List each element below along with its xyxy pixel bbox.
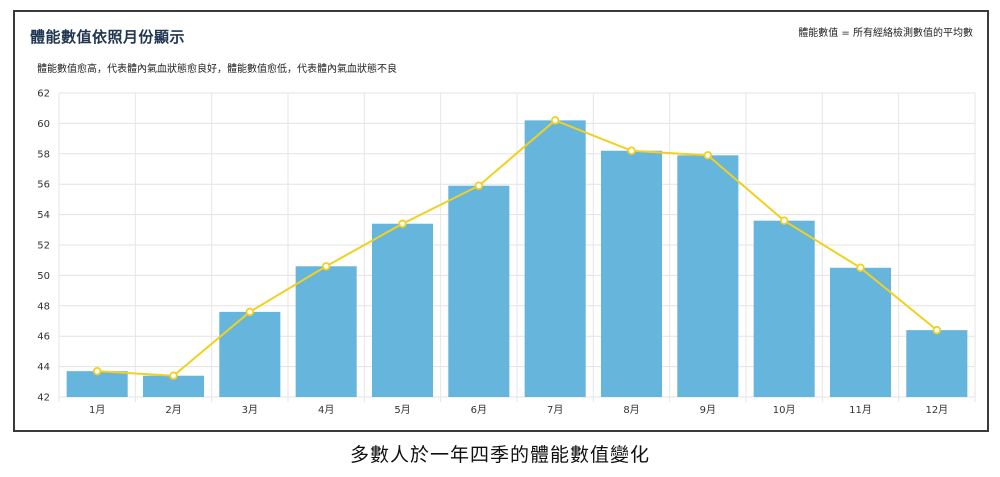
series-line	[97, 119, 938, 377]
line-point	[932, 325, 942, 335]
bar	[829, 267, 892, 397]
bar	[219, 311, 281, 397]
y-axis: 42 44 46 48 50 52 54 56 58 60 62	[37, 89, 50, 404]
bar	[295, 266, 357, 397]
x-tick-label: 4月	[318, 404, 334, 416]
x-tick-label: 2月	[165, 404, 181, 416]
y-tick-label: 60	[37, 119, 50, 130]
line-point	[703, 151, 713, 160]
x-tick-label: 8月	[623, 404, 639, 416]
line-point	[92, 366, 102, 376]
line-point	[398, 219, 407, 228]
line-series	[92, 116, 942, 380]
chart-title: 體能數值依照月份顯示	[30, 28, 186, 46]
x-tick-label: 12月	[925, 404, 948, 416]
y-tick-label: 58	[37, 149, 50, 160]
bar	[753, 220, 815, 397]
figure-caption: 多數人於一年四季的體能數值變化	[349, 444, 650, 466]
x-axis: 1月 2月 3月 4月 5月 6月 7月 8月 9月 10月 11月 12月	[89, 404, 948, 416]
bars	[66, 120, 968, 398]
y-tick-label: 52	[37, 241, 50, 252]
x-tick-label: 6月	[471, 404, 487, 416]
line-point	[550, 116, 560, 125]
y-tick-label: 46	[37, 332, 50, 343]
x-tick-label: 1月	[89, 404, 105, 416]
bar	[448, 185, 510, 397]
line-point	[474, 181, 484, 190]
line-point	[627, 146, 636, 155]
bar	[677, 155, 739, 397]
line-point	[779, 216, 789, 225]
y-tick-label: 48	[37, 301, 50, 312]
bar	[600, 150, 663, 397]
x-tick-label: 10月	[773, 404, 796, 416]
y-tick-label: 62	[37, 89, 50, 100]
bar	[906, 330, 968, 397]
line-point	[169, 371, 178, 380]
legend-note: 體能數值 = 所有經絡檢測數值的平均數	[798, 28, 973, 39]
chart-subtitle: 體能數值愈高，代表體內氣血狀態愈良好，體能數值愈低，代表體內氣血狀態不良	[37, 64, 397, 75]
bar	[66, 371, 128, 397]
bar	[371, 223, 434, 397]
x-tick-label: 7月	[547, 404, 563, 416]
chart-svg: 42 44 46 48 50 52 54 56 58 60 62 1月 2月 3月 4月 5月 6月 7月 8月 9…	[37, 89, 976, 416]
y-tick-label: 44	[37, 362, 50, 373]
bar	[524, 120, 586, 398]
y-tick-label: 42	[37, 393, 50, 404]
x-tick-label: 11月	[849, 404, 872, 416]
x-tick-label: 9月	[700, 404, 716, 416]
y-tick-label: 54	[37, 210, 50, 221]
line-point	[321, 262, 331, 271]
bar	[142, 375, 205, 397]
y-tick-label: 50	[37, 271, 50, 282]
x-tick-label: 3月	[242, 404, 258, 416]
x-tick-label: 5月	[394, 404, 410, 416]
line-point	[856, 263, 865, 272]
y-tick-label: 56	[37, 180, 50, 191]
line-point	[245, 307, 255, 317]
